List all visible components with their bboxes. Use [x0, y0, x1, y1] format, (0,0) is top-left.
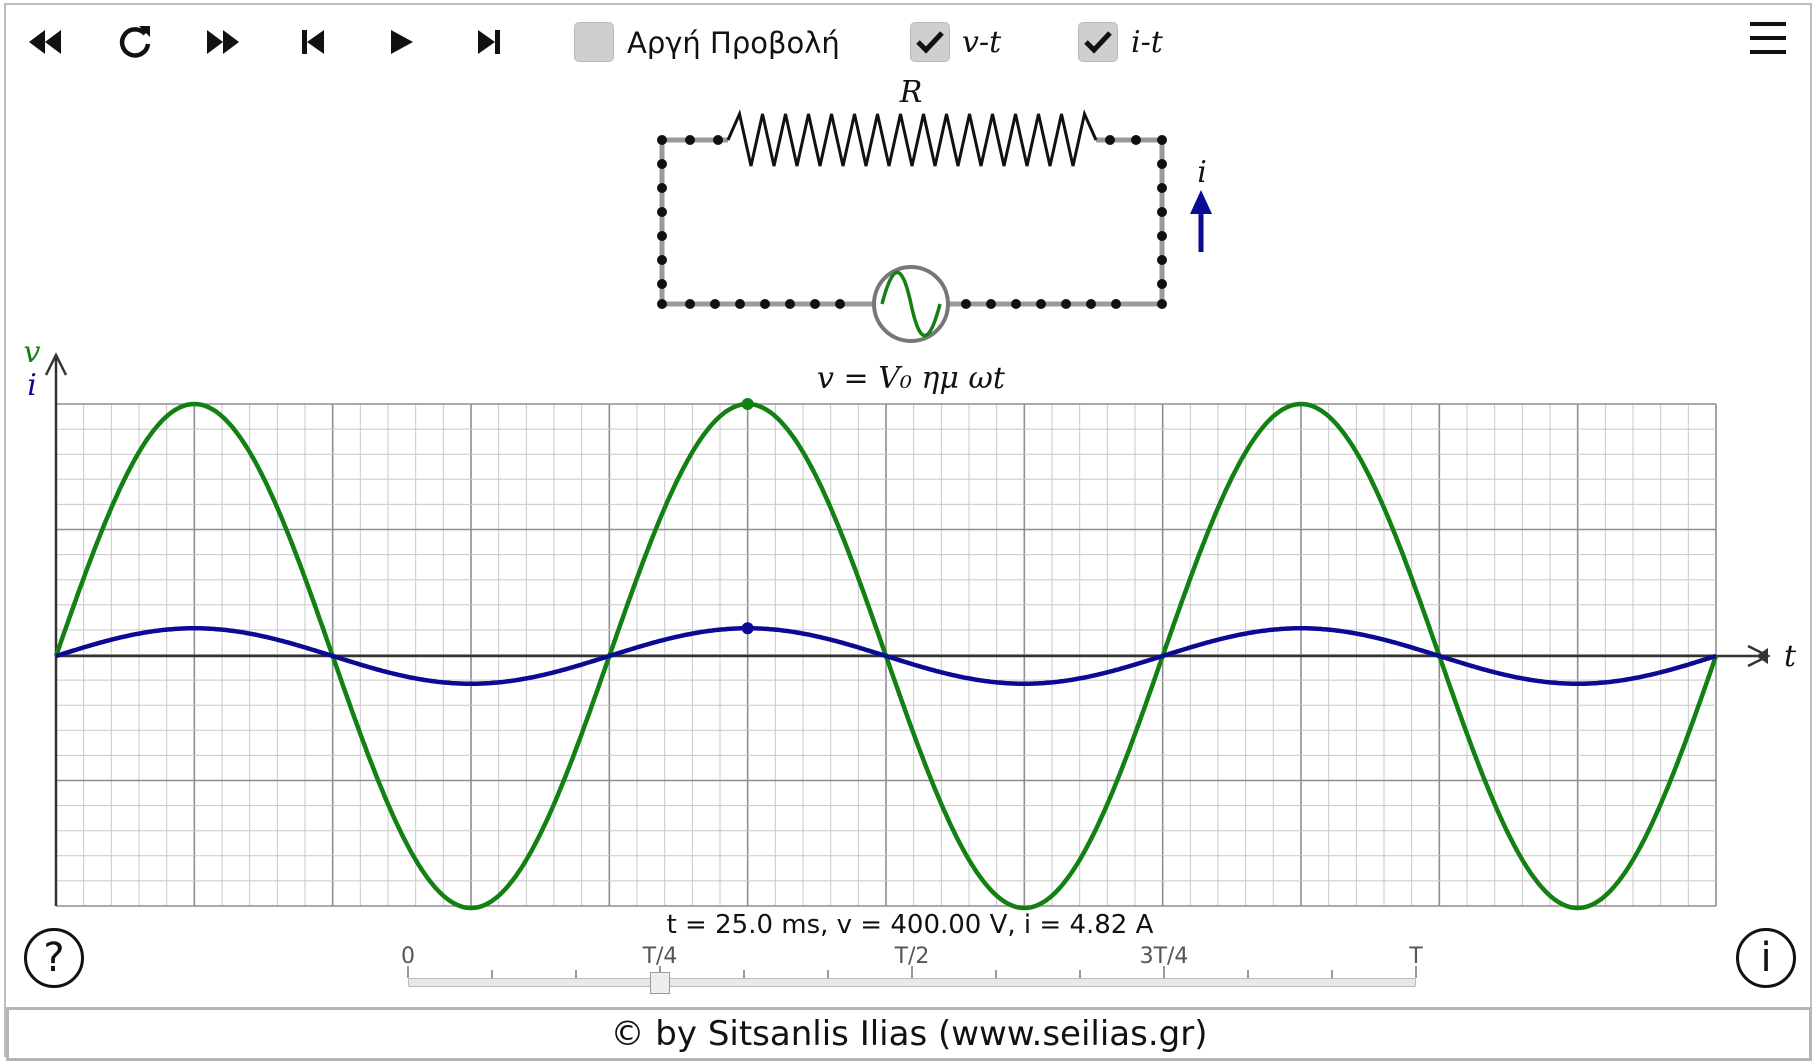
- it-checkbox[interactable]: [1078, 22, 1118, 62]
- charge-dot: [760, 299, 770, 309]
- checkmark-icon: [1084, 31, 1112, 54]
- charge-dot: [657, 159, 667, 169]
- slow-motion-label: Αργή Προβολή: [627, 26, 840, 60]
- resistor: [726, 109, 1098, 167]
- checkmark-icon: [916, 31, 944, 54]
- footer-credits: © by Sitsanlis Ilias (www.seilias.gr): [6, 1007, 1812, 1061]
- charge-dot: [986, 299, 996, 309]
- charge-dot: [1157, 279, 1167, 289]
- charge-dot: [657, 279, 667, 289]
- charge-dot: [685, 299, 695, 309]
- charge-dot: [1011, 299, 1021, 309]
- menu-button[interactable]: [1744, 14, 1794, 64]
- charge-carriers: [657, 135, 1167, 309]
- charge-dot: [1157, 135, 1167, 145]
- charge-dot: [1105, 135, 1115, 145]
- play-button[interactable]: [374, 18, 428, 66]
- charge-dot: [1131, 135, 1141, 145]
- charge-dot: [1157, 255, 1167, 265]
- charge-dot: [1086, 299, 1096, 309]
- value-axis-arrow: [44, 352, 68, 376]
- step-forward-button[interactable]: [462, 18, 516, 66]
- charge-dot: [657, 231, 667, 241]
- time-slider-track[interactable]: [408, 978, 1416, 987]
- wire: [948, 137, 1165, 307]
- slider-tick-label: 0: [401, 944, 415, 969]
- charge-dot: [657, 135, 667, 145]
- rewind-button[interactable]: [20, 18, 74, 66]
- charge-dot: [1157, 159, 1167, 169]
- source-equation: v = V₀ ημ ωt: [817, 361, 1006, 396]
- charge-dot: [1157, 183, 1167, 193]
- charge-dot: [685, 135, 695, 145]
- step-back-icon: [302, 30, 324, 54]
- rewind-icon: [29, 30, 61, 54]
- charge-dot: [735, 299, 745, 309]
- charge-dot: [657, 299, 667, 309]
- time-axis-arrow: [1747, 644, 1771, 668]
- play-icon: [391, 30, 413, 54]
- voltage-marker: [741, 398, 754, 410]
- fast-forward-icon: [207, 30, 239, 54]
- hamburger-menu-icon: [1750, 22, 1786, 54]
- voltage-axis-label: v: [24, 335, 41, 370]
- charge-dot: [710, 299, 720, 309]
- step-forward-icon: [478, 30, 500, 54]
- charge-dot: [1061, 299, 1071, 309]
- current-marker: [741, 622, 754, 635]
- current-curve: [55, 626, 1717, 686]
- step-back-button[interactable]: [286, 18, 340, 66]
- sine-wave-icon: [880, 270, 942, 338]
- reload-icon: [119, 26, 151, 58]
- current-label: i: [1197, 155, 1207, 190]
- charge-dot: [1157, 207, 1167, 217]
- charge-dot: [657, 207, 667, 217]
- charge-dot: [1036, 299, 1046, 309]
- charge-dot: [810, 299, 820, 309]
- charge-dot: [835, 299, 845, 309]
- current-axis-label: i: [27, 368, 37, 403]
- help-button[interactable]: ?: [24, 928, 84, 988]
- charge-dot: [713, 135, 723, 145]
- time-axis-arrow: [1756, 648, 1768, 664]
- measurement-readout: t = 25.0 ms, v = 400.00 V, i = 4.82 A: [666, 910, 1154, 940]
- slider-tick-label: 3T/4: [1139, 944, 1189, 969]
- reset-button[interactable]: [108, 18, 162, 66]
- charge-dot: [961, 299, 971, 309]
- time-axis-label: t: [1784, 639, 1797, 674]
- vt-it-graph: v i t: [24, 335, 1797, 911]
- charge-dot: [657, 183, 667, 193]
- charge-dot: [657, 255, 667, 265]
- info-button[interactable]: i: [1736, 928, 1796, 988]
- slider-tick-label: T: [1409, 944, 1423, 969]
- slider-tick-label: T/4: [642, 944, 678, 969]
- slow-motion-checkbox[interactable]: [574, 22, 614, 62]
- charge-dot: [1111, 299, 1121, 309]
- charge-dot: [785, 299, 795, 309]
- time-slider-thumb[interactable]: [650, 972, 670, 994]
- circuit-diagram: R i v = V₀ ημ ωt: [657, 75, 1212, 396]
- current-arrow-head: [1190, 190, 1212, 214]
- fast-forward-button[interactable]: [196, 18, 250, 66]
- vt-label: v-t: [962, 25, 1002, 60]
- it-label: i-t: [1131, 25, 1163, 60]
- slider-tick-label: T/2: [894, 944, 930, 969]
- charge-dot: [1157, 231, 1167, 241]
- charge-dot: [1157, 299, 1167, 309]
- resistor-label: R: [899, 75, 923, 110]
- vt-checkbox[interactable]: [910, 22, 950, 62]
